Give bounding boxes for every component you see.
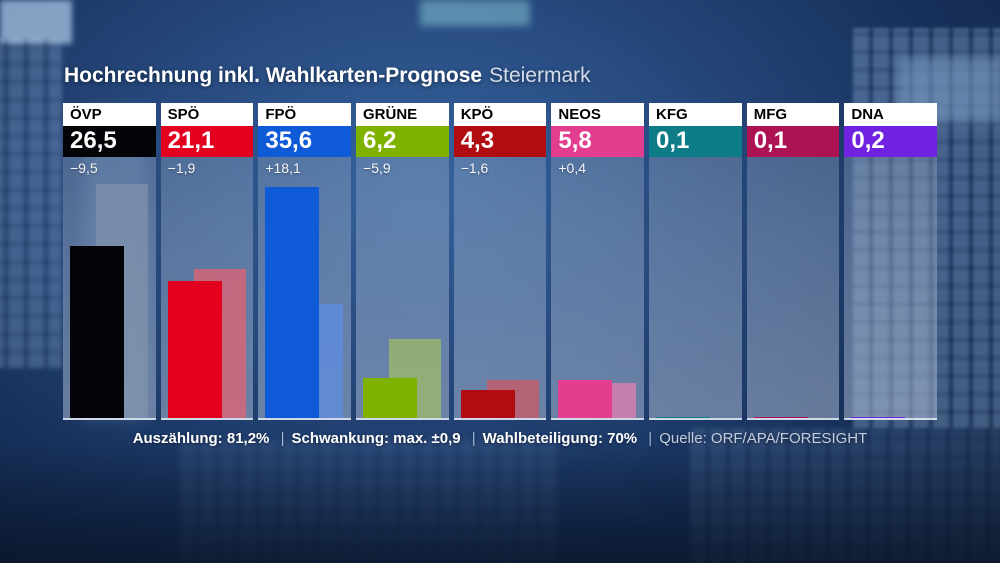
current-result-bar xyxy=(167,280,222,418)
footer-separator: | xyxy=(280,430,285,447)
party-name-label: NEOS xyxy=(551,103,645,126)
party-result-value: 4,3 xyxy=(453,126,547,157)
party-result-value: 21,1 xyxy=(160,126,254,157)
title-main: Hochrechnung inkl. Wahlkarten-Prognose xyxy=(64,64,483,87)
party-bar-area: +18,1 xyxy=(258,157,352,420)
footer-stat: Quelle: ORF/APA/FORESIGHT xyxy=(659,430,868,447)
party-name-label: MFG xyxy=(746,103,840,126)
footer-stat: Schwankung: max. ±0,9 xyxy=(291,430,461,447)
party-column: GRÜNE 6,2 −5,9 xyxy=(356,103,449,420)
background-highlight-block xyxy=(0,0,72,44)
party-column: ÖVP 26,5 −9,5 xyxy=(63,103,156,420)
current-result-bar xyxy=(558,380,613,418)
party-result-value: 35,6 xyxy=(258,126,352,157)
party-column: MFG 0,1 xyxy=(746,103,840,420)
current-result-bar xyxy=(265,186,320,418)
background-pixel-texture-bottom xyxy=(690,428,1000,563)
title-region: Steiermark xyxy=(489,64,591,87)
current-result-bar xyxy=(753,416,808,418)
footer-stats: Auszählung: 81,2% | Schwankung: max. ±0,9… xyxy=(0,430,1000,447)
party-change-label: −5,9 xyxy=(363,160,391,176)
footer-separator: | xyxy=(648,430,653,447)
party-bar-area: −9,5 xyxy=(63,157,156,420)
background-bottom-shade xyxy=(0,443,1000,563)
party-bar-area: −1,9 xyxy=(160,157,254,420)
party-column: KFG 0,1 xyxy=(649,103,742,420)
party-result-value: 0,2 xyxy=(844,126,938,157)
party-column: KPÖ 4,3 −1,6 xyxy=(453,103,547,420)
results-bar-chart: ÖVP 26,5 −9,5 SPÖ 21,1 −1,9 FPÖ 35,6 +18… xyxy=(63,103,938,420)
party-name-label: KPÖ xyxy=(453,103,547,126)
party-column: DNA 0,2 xyxy=(844,103,938,420)
current-result-bar xyxy=(460,390,515,418)
party-bar-area: +0,4 xyxy=(551,157,645,420)
footer-stat: Auszählung: 81,2% xyxy=(132,430,270,447)
party-name-label: KFG xyxy=(649,103,742,126)
party-column: FPÖ 35,6 +18,1 xyxy=(258,103,352,420)
party-bar-area: −1,6 xyxy=(453,157,547,420)
page-title: Hochrechnung inkl. Wahlkarten-Prognose St… xyxy=(64,64,591,88)
party-name-label: DNA xyxy=(844,103,938,126)
party-bar-area xyxy=(746,157,840,420)
background-highlight-block xyxy=(420,0,530,26)
current-result-bar xyxy=(851,416,906,418)
current-result-bar xyxy=(656,416,711,418)
party-column: NEOS 5,8 +0,4 xyxy=(551,103,645,420)
party-change-label: −1,6 xyxy=(460,160,489,176)
party-name-label: SPÖ xyxy=(160,103,254,126)
background-pixel-texture-bottom xyxy=(180,440,560,563)
party-result-value: 6,2 xyxy=(356,126,449,157)
party-change-label: +18,1 xyxy=(265,160,301,176)
background-pixel-texture-left xyxy=(0,38,62,368)
party-bar-area xyxy=(844,157,938,420)
footer-separator: | xyxy=(471,430,476,447)
party-result-value: 5,8 xyxy=(551,126,645,157)
party-result-value: 0,1 xyxy=(649,126,742,157)
footer-stat: Wahlbeteiligung: 70% xyxy=(482,430,638,447)
party-name-label: FPÖ xyxy=(258,103,352,126)
party-change-label: −9,5 xyxy=(70,160,98,176)
party-change-label: −1,9 xyxy=(167,160,196,176)
party-name-label: GRÜNE xyxy=(356,103,449,126)
party-column: SPÖ 21,1 −1,9 xyxy=(160,103,254,420)
party-change-label: +0,4 xyxy=(558,160,586,176)
party-bar-area: −5,9 xyxy=(356,157,449,420)
current-result-bar xyxy=(363,377,418,418)
party-result-value: 26,5 xyxy=(63,126,156,157)
party-result-value: 0,1 xyxy=(746,126,840,157)
party-name-label: ÖVP xyxy=(63,103,156,126)
party-bar-area xyxy=(649,157,742,420)
current-result-bar xyxy=(70,245,124,418)
